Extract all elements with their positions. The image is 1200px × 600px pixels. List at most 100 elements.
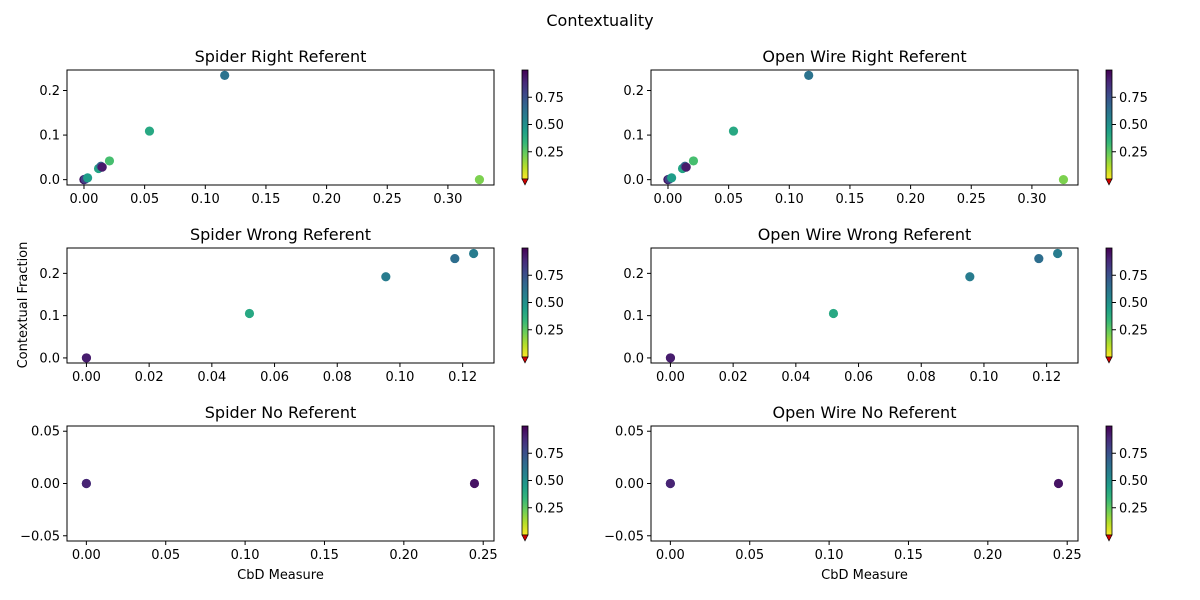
colorbar-under-extension <box>521 178 529 186</box>
scatter-point <box>1058 175 1069 185</box>
x-tick-label: 0.20 <box>973 548 1002 563</box>
scatter-point <box>474 175 485 185</box>
y-tick-label: 0.00 <box>615 477 644 492</box>
axes-frame <box>66 69 495 186</box>
y-tick-label: 0.1 <box>623 129 644 144</box>
scatter-point <box>665 353 676 363</box>
x-tick-label: 0.10 <box>969 370 998 385</box>
x-tick-label: 0.20 <box>389 548 418 563</box>
y-tick-label: 0.2 <box>39 84 60 99</box>
x-tick-label: 0.06 <box>260 370 289 385</box>
subplot-title: Spider Right Referent <box>195 47 367 66</box>
subplot-title: Open Wire Wrong Referent <box>758 225 972 244</box>
x-axis-label: CbD Measure <box>821 568 908 583</box>
colorbar <box>1105 247 1113 358</box>
colorbar-tick-label: 0.75 <box>1119 447 1148 462</box>
colorbar-tick-label: 0.75 <box>1119 269 1148 284</box>
colorbar-tick-label: 0.50 <box>1119 474 1148 489</box>
y-tick-label: 0.0 <box>623 351 644 366</box>
colorbar-tick-label: 0.50 <box>535 118 564 133</box>
x-tick-label: 0.05 <box>714 192 743 207</box>
x-tick-label: 0.02 <box>135 370 164 385</box>
y-tick-label: 0.0 <box>623 173 644 188</box>
subplot-2: Spider Wrong Referent 0.00 0.02 0.04 0.06 0.0… <box>39 225 564 385</box>
x-tick-label: 0.20 <box>896 192 925 207</box>
y-tick-label: 0.05 <box>31 425 60 440</box>
y-tick-label: 0.2 <box>623 84 644 99</box>
colorbar-under-extension <box>521 356 529 364</box>
x-tick-label: 0.08 <box>907 370 936 385</box>
x-tick-label: 0.04 <box>781 370 810 385</box>
x-tick-label: 0.20 <box>312 192 341 207</box>
colorbar-tick-label: 0.25 <box>1119 145 1148 160</box>
scatter-point <box>469 248 479 259</box>
scatter-point <box>681 162 691 172</box>
x-tick-label: 0.25 <box>1053 548 1082 563</box>
scatter-point <box>144 126 155 136</box>
scatter-point <box>1053 478 1064 489</box>
scatter-point <box>83 173 93 183</box>
colorbar-tick-label: 0.50 <box>1119 296 1148 311</box>
y-tick-label: 0.0 <box>39 173 60 188</box>
x-tick-label: 0.10 <box>385 370 414 385</box>
x-tick-label: 0.04 <box>197 370 226 385</box>
y-tick-label: −0.05 <box>604 529 644 544</box>
x-tick-label: 0.05 <box>735 548 764 563</box>
y-tick-label: 0.1 <box>39 129 60 144</box>
colorbar-tick-label: 0.50 <box>1119 118 1148 133</box>
x-tick-label: 0.10 <box>191 192 220 207</box>
x-tick-label: 0.10 <box>775 192 804 207</box>
scatter-point <box>81 353 92 363</box>
x-tick-label: 0.15 <box>310 548 339 563</box>
x-tick-label: 0.00 <box>72 370 101 385</box>
colorbar-tick-label: 0.75 <box>535 269 564 284</box>
x-tick-label: 0.25 <box>469 548 498 563</box>
subplot-1: Open Wire Right Referent 0.00 0.05 0.10 0.15… <box>623 47 1148 207</box>
scatter-point <box>220 70 230 80</box>
colorbar <box>521 247 529 358</box>
scatter-point <box>667 173 677 183</box>
x-tick-label: 0.25 <box>957 192 986 207</box>
colorbar-tick-label: 0.25 <box>535 145 564 160</box>
subplot-0: Spider Right Referent 0.00 0.05 0.10 0.15 0.2… <box>39 47 564 207</box>
x-tick-label: 0.10 <box>231 548 260 563</box>
x-tick-label: 0.15 <box>835 192 864 207</box>
subplot-title: Open Wire No Referent <box>773 403 957 422</box>
x-tick-label: 0.12 <box>448 370 477 385</box>
x-tick-label: 0.00 <box>72 548 101 563</box>
colorbar-tick-label: 0.25 <box>1119 323 1148 338</box>
colorbar-tick-label: 0.25 <box>535 323 564 338</box>
axes-frame <box>650 247 1079 364</box>
colorbar <box>521 69 529 180</box>
y-tick-label: 0.1 <box>623 309 644 324</box>
shared-y-axis-label: Contextual Fraction <box>16 242 31 369</box>
scatter-point <box>1034 253 1044 264</box>
scatter-point <box>965 272 975 282</box>
axes-frame <box>650 69 1079 186</box>
x-tick-label: 0.15 <box>251 192 280 207</box>
scatter-point <box>665 478 675 489</box>
colorbar-tick-label: 0.75 <box>535 91 564 106</box>
subplot-title: Spider No Referent <box>205 403 356 422</box>
x-tick-label: 0.05 <box>151 548 180 563</box>
subplot-grid: Spider Right Referent 0.00 0.05 0.10 0.15 0.2… <box>20 47 1148 583</box>
y-tick-label: 0.2 <box>39 267 60 282</box>
x-tick-label: 0.10 <box>815 548 844 563</box>
x-tick-label: 0.30 <box>433 192 462 207</box>
colorbar-tick-label: 0.75 <box>1119 91 1148 106</box>
subplot-title: Spider Wrong Referent <box>190 225 371 244</box>
scatter-point <box>81 478 91 489</box>
x-tick-label: 0.00 <box>70 192 99 207</box>
colorbar-under-extension <box>521 534 529 542</box>
colorbar-tick-label: 0.50 <box>535 296 564 311</box>
scatter-point <box>244 308 255 319</box>
colorbar <box>521 425 529 536</box>
scatter-point <box>469 478 480 489</box>
colorbar <box>1105 425 1113 536</box>
subplot-title: Open Wire Right Referent <box>762 47 966 66</box>
colorbar-tick-label: 0.75 <box>535 447 564 462</box>
x-tick-label: 0.12 <box>1032 370 1061 385</box>
y-tick-label: −0.05 <box>20 529 60 544</box>
x-tick-label: 0.25 <box>373 192 402 207</box>
scatter-point <box>381 272 391 282</box>
